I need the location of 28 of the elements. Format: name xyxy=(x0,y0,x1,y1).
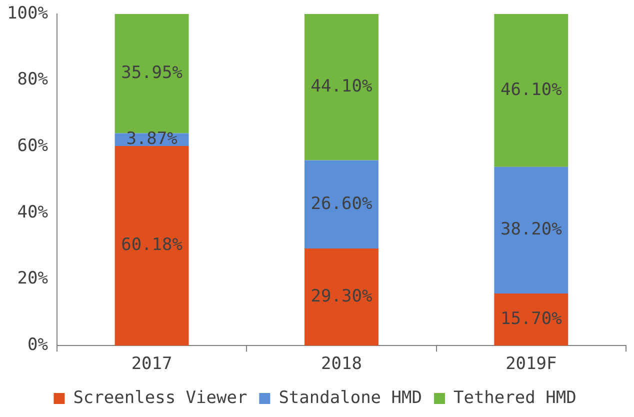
bar xyxy=(304,14,378,160)
data-label: 3.87% xyxy=(126,129,178,150)
bar xyxy=(494,166,568,294)
x-tick-label: 2017 xyxy=(131,354,172,374)
y-tick-label: 20% xyxy=(17,268,48,289)
bar xyxy=(304,248,378,346)
y-tick-label: 0% xyxy=(27,335,48,356)
bar xyxy=(114,146,189,346)
x-tick-label: 2019F xyxy=(506,354,557,374)
y-tick-label: 60% xyxy=(17,136,48,156)
legend-label: Screenless Viewer xyxy=(73,388,248,408)
data-label: 38.20% xyxy=(500,220,562,240)
data-label: 29.30% xyxy=(310,286,372,306)
data-label: 35.95% xyxy=(121,63,182,84)
bar xyxy=(494,14,568,167)
bar xyxy=(304,160,378,248)
data-label: 60.18% xyxy=(121,235,182,256)
data-label: 44.10% xyxy=(310,76,372,97)
bar xyxy=(494,294,568,346)
legend-label: Standalone HMD xyxy=(278,388,422,408)
x-tick-label: 2018 xyxy=(320,354,362,374)
y-tick-label: 80% xyxy=(17,70,48,90)
data-label: 46.10% xyxy=(500,80,562,100)
legend-label: Tethered HMD xyxy=(453,388,576,408)
data-label: 26.60% xyxy=(310,194,372,214)
data-label: 15.70% xyxy=(500,308,562,329)
y-tick-label: 40% xyxy=(17,202,48,222)
y-tick-label: 100% xyxy=(6,3,48,24)
